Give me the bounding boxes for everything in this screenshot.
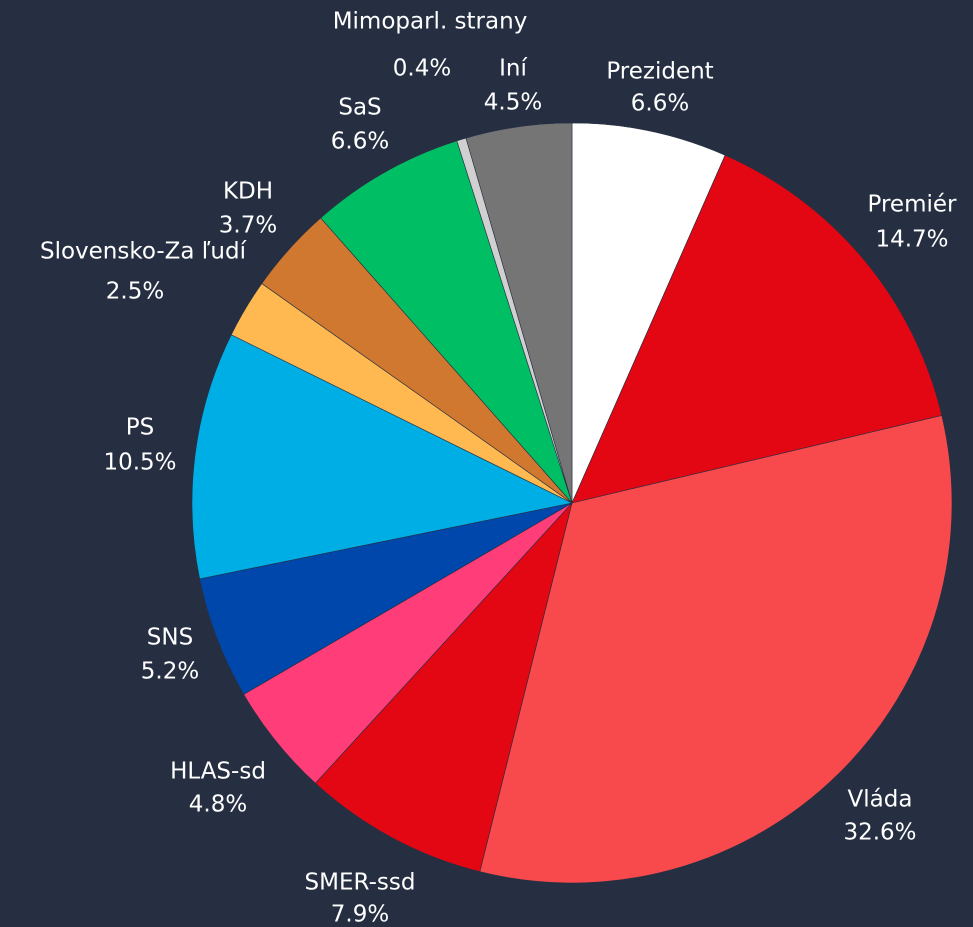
pie-slice xyxy=(191,334,573,580)
slice-value-label: 14.7% xyxy=(875,227,948,253)
slice-value-label: 10.5% xyxy=(103,450,176,476)
slice-label: KDH xyxy=(223,179,273,205)
slice-label: Premiér xyxy=(868,192,958,218)
slice-value-label: 3.7% xyxy=(219,213,277,239)
slice-label: SNS xyxy=(147,625,193,651)
slice-label: SaS xyxy=(338,95,381,121)
slice-label: Prezident xyxy=(606,59,713,85)
slice-label: Iní xyxy=(499,56,527,82)
pie-slice xyxy=(479,415,953,884)
slice-value-label: 4.8% xyxy=(189,792,247,818)
slice-value-label: 0.4% xyxy=(393,56,451,82)
slice-value-label: 6.6% xyxy=(331,129,389,155)
slice-label: SMER-ssd xyxy=(305,870,416,896)
slice-label: HLAS-sd xyxy=(170,759,266,785)
slice-value-label: 6.6% xyxy=(631,91,689,117)
pie-slice xyxy=(465,122,573,504)
slice-label: PS xyxy=(126,415,154,441)
slice-value-label: 4.5% xyxy=(484,90,542,116)
slice-value-label: 5.2% xyxy=(141,659,199,685)
pie-slice xyxy=(571,122,726,504)
slice-value-label: 7.9% xyxy=(331,902,389,927)
slice-label: Vláda xyxy=(848,787,913,813)
pie-slice xyxy=(571,154,943,504)
slice-value-label: 2.5% xyxy=(106,279,164,305)
slice-label: Mimoparl. strany xyxy=(333,9,528,35)
pie-slice xyxy=(314,502,573,873)
slice-label: Slovensko-Za ľudí xyxy=(40,239,247,265)
slice-value-label: 32.6% xyxy=(843,820,916,846)
pie-slice xyxy=(320,140,573,504)
